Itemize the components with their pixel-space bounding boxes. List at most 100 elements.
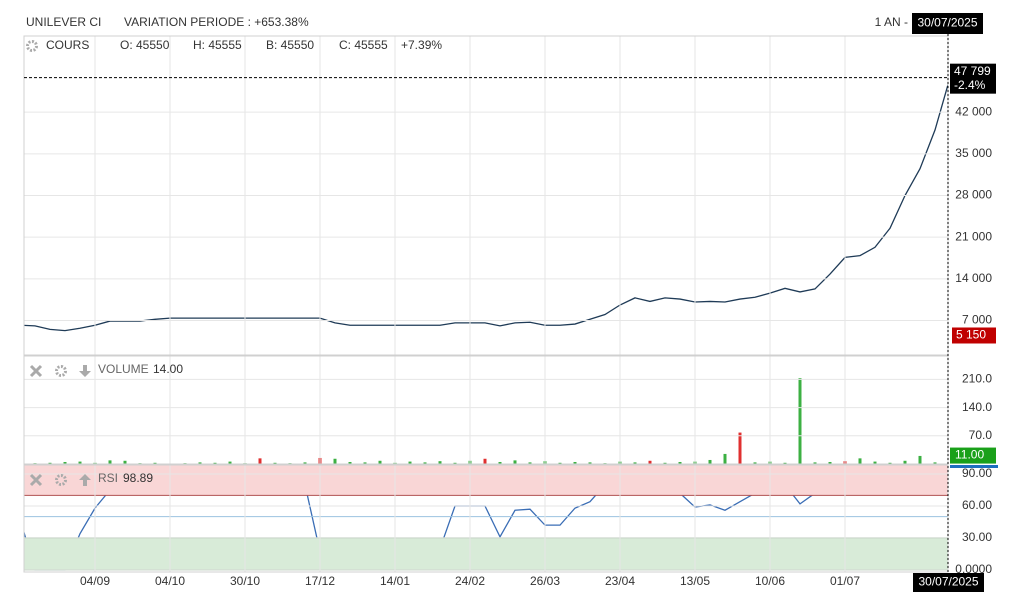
volume-bar xyxy=(198,462,202,464)
panel-value: 14.00 xyxy=(153,362,183,376)
volume-bar xyxy=(513,460,517,464)
move-up-icon xyxy=(79,474,91,486)
last-price-label: 47 799 xyxy=(954,64,991,78)
volume-bar xyxy=(378,460,382,464)
gear-icon xyxy=(55,365,67,377)
x-date-box xyxy=(913,573,984,592)
y-tick-label: 35 000 xyxy=(955,146,992,160)
date: 30/07/2025 xyxy=(917,16,977,30)
price-line xyxy=(24,82,948,332)
volume-bar xyxy=(753,462,757,464)
volume-bar xyxy=(153,462,157,464)
y-tick-label: 28 000 xyxy=(955,188,992,202)
volume-bar xyxy=(333,458,337,464)
panel-title: RSI xyxy=(98,471,118,485)
last-price-change: -2.4% xyxy=(954,78,986,92)
last-volume-box xyxy=(950,447,996,464)
x-tick-label: 14/01 xyxy=(380,574,410,588)
y-tick-label: 30.00 xyxy=(962,530,992,544)
volume-bar xyxy=(528,462,532,464)
period: 1 AN - xyxy=(875,15,908,29)
x-tick-label: 24/02 xyxy=(455,574,485,588)
volume-bar xyxy=(258,458,262,464)
ohlc-value: O: 45550 xyxy=(120,38,170,52)
y-tick-label: 7 000 xyxy=(962,313,992,327)
x-tick-label: 30/10 xyxy=(230,574,260,588)
low-price-label: 5 150 xyxy=(956,328,986,342)
volume-bar xyxy=(423,462,427,464)
volume-bar xyxy=(813,462,817,464)
low-price-box xyxy=(952,327,996,344)
rsi-zone xyxy=(24,537,948,570)
change-value: +7.39% xyxy=(401,38,442,52)
volume-bar xyxy=(483,458,487,464)
y-tick-label: 60.00 xyxy=(962,498,992,512)
volume-bar xyxy=(228,461,232,464)
ohlc-value: H: 45555 xyxy=(193,38,242,52)
volume-bar xyxy=(678,461,682,464)
volume-bar xyxy=(48,462,52,464)
x-date-label: 30/07/2025 xyxy=(918,575,978,589)
volume-bar xyxy=(918,455,922,464)
x-tick-label: 10/06 xyxy=(755,574,785,588)
volume-bar xyxy=(858,458,862,464)
y-tick-label: 210.0 xyxy=(962,372,992,386)
volume-bar xyxy=(783,462,787,464)
panel-value: 98.89 xyxy=(123,471,153,485)
date-box xyxy=(912,13,983,34)
volume-bar xyxy=(738,432,742,464)
volume-bar xyxy=(63,461,67,464)
x-tick-label: 04/10 xyxy=(155,574,185,588)
last-volume-label: 11.00 xyxy=(955,448,984,462)
y-tick-label: 14 000 xyxy=(955,271,992,285)
y-tick-label: 0.0000 xyxy=(955,562,992,576)
variation: VARIATION PERIODE : +653.38% xyxy=(124,15,309,29)
volume-bar xyxy=(573,461,577,464)
x-tick-label: 26/03 xyxy=(530,574,560,588)
x-tick-label: 23/04 xyxy=(605,574,635,588)
volume-bar xyxy=(648,460,652,464)
volume-bar xyxy=(19,462,22,464)
volume-bar xyxy=(498,461,502,464)
volume-bar xyxy=(348,461,352,464)
rsi-last-marker xyxy=(950,465,998,468)
x-tick-label: 13/05 xyxy=(680,574,710,588)
move-down-icon xyxy=(79,365,91,377)
panel-title: VOLUME xyxy=(98,362,149,376)
last-price-box xyxy=(950,63,996,94)
close-icon xyxy=(29,364,43,378)
plot-area xyxy=(19,82,948,571)
volume-bar xyxy=(708,459,712,464)
ohlc-value: B: 45550 xyxy=(266,38,314,52)
y-tick-label: 90.00 xyxy=(962,466,992,480)
volume-bar xyxy=(408,461,412,464)
panel-title: COURS xyxy=(46,38,89,52)
volume-bar xyxy=(303,462,307,464)
gear-icon xyxy=(26,40,38,52)
ohlc-value: C: 45555 xyxy=(339,38,388,52)
gear-icon xyxy=(55,474,67,486)
x-tick-label: 17/12 xyxy=(305,574,335,588)
x-tick-label: 04/09 xyxy=(80,574,110,588)
y-tick-label: 70.0 xyxy=(969,428,993,442)
volume-bar xyxy=(633,462,637,464)
volume-bar xyxy=(723,453,727,464)
volume-bar xyxy=(873,461,877,464)
volume-bar xyxy=(888,462,892,464)
volume-bar xyxy=(213,462,217,464)
volume-bar xyxy=(363,462,367,464)
x-tick-label: 01/07 xyxy=(830,574,860,588)
volume-bar xyxy=(588,462,592,464)
volume-bar xyxy=(438,461,442,464)
y-tick-label: 42 000 xyxy=(955,104,992,118)
volume-bar xyxy=(108,460,112,464)
rsi-zone xyxy=(24,465,948,496)
volume-bar xyxy=(933,462,937,464)
volume-bar xyxy=(828,461,832,464)
y-tick-label: 140.0 xyxy=(962,400,992,414)
volume-bar xyxy=(558,462,562,464)
close-icon xyxy=(29,473,43,487)
volume-bar xyxy=(273,462,277,464)
volume-bar xyxy=(453,462,457,464)
